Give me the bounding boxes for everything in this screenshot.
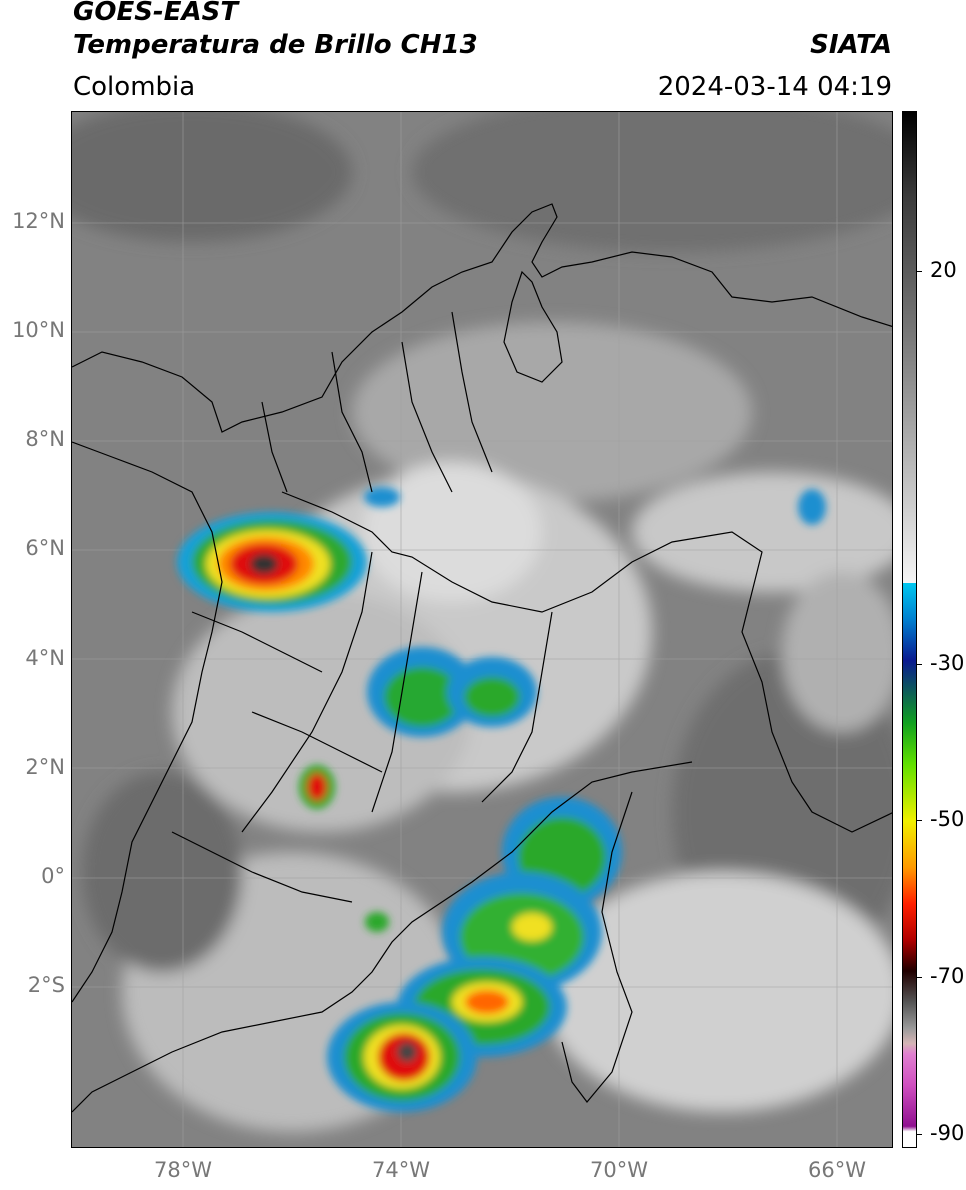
- lat-tick: 4°N: [25, 646, 65, 670]
- lat-tick: 2°N: [25, 755, 65, 779]
- colorbar-tick: -70: [930, 964, 965, 988]
- lon-tick: 74°W: [372, 1158, 430, 1182]
- agency-label: SIATA: [810, 30, 892, 60]
- colorbar-tick: 20: [930, 258, 957, 282]
- lat-tick: 8°N: [25, 427, 65, 451]
- lat-tick: 12°N: [12, 209, 65, 233]
- cb-tickmark: [917, 271, 922, 272]
- region-label: Colombia: [73, 72, 196, 102]
- cb-tickmark: [917, 664, 922, 665]
- storm-cells: [177, 487, 826, 1112]
- lat-tick: 6°N: [25, 536, 65, 560]
- cb-tickmark: [917, 820, 922, 821]
- satellite-map[interactable]: [71, 111, 893, 1148]
- lat-tick: 0°: [41, 864, 65, 888]
- cb-tickmark: [917, 1134, 922, 1135]
- satellite-title: GOES-EAST: [73, 0, 239, 27]
- colorbar-tick: -50: [930, 807, 965, 831]
- map-svg: [72, 112, 892, 1147]
- lat-tick: 2°S: [27, 973, 65, 997]
- datetime-label: 2024-03-14 04:19: [657, 72, 892, 102]
- lon-tick: 70°W: [590, 1158, 648, 1182]
- cb-tickmark: [917, 977, 922, 978]
- temperature-colorbar: [902, 111, 917, 1148]
- product-title: Temperatura de Brillo CH13: [73, 30, 478, 60]
- colorbar-tick: -30: [930, 651, 965, 675]
- boundaries: [72, 203, 892, 1113]
- lon-tick: 78°W: [154, 1158, 212, 1182]
- lat-tick: 10°N: [12, 318, 65, 342]
- colorbar-tick: -90: [930, 1121, 965, 1145]
- lon-tick: 66°W: [808, 1158, 866, 1182]
